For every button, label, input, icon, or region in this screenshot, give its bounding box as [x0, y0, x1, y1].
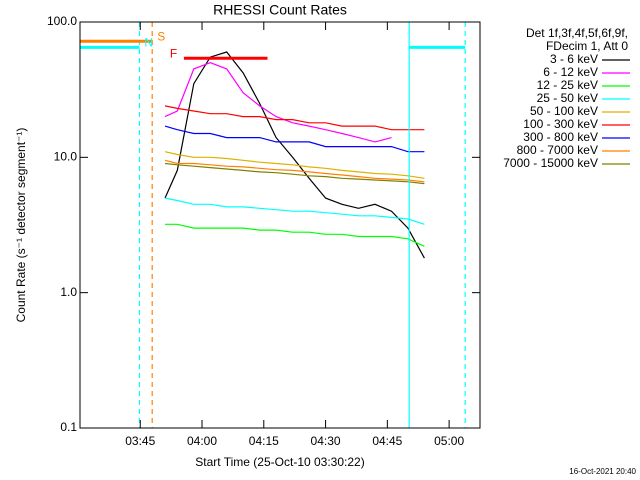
- series-line: [164, 51, 425, 259]
- legend-label: 6 - 12 keV: [543, 65, 598, 79]
- series-line: [164, 197, 425, 225]
- x-tick-label: 04:45: [372, 434, 402, 448]
- legend-header: FDecim 1, Att 0: [546, 39, 628, 53]
- chart-title: RHESSI Count Rates: [213, 2, 347, 18]
- x-tick-label: 03:45: [125, 434, 155, 448]
- flag-label: N: [144, 35, 153, 49]
- legend-label: 25 - 50 keV: [537, 91, 598, 105]
- legend-label: 100 - 300 keV: [523, 117, 598, 131]
- series-line: [164, 151, 425, 179]
- y-tick-label: 10.0: [54, 150, 78, 164]
- x-tick-label: 04:15: [249, 434, 279, 448]
- series-line: [164, 62, 392, 143]
- series-line: [164, 162, 425, 185]
- legend-label: 12 - 25 keV: [537, 78, 598, 92]
- y-axis-label: Count Rate (s⁻¹ detector segment⁻¹): [14, 128, 28, 323]
- flag-label: F: [170, 46, 177, 60]
- flag-label: S: [157, 29, 165, 43]
- series-line: [164, 125, 425, 153]
- x-tick-label: 05:00: [434, 434, 464, 448]
- legend-label: 3 - 6 keV: [550, 52, 598, 66]
- series-line: [164, 159, 425, 183]
- x-tick-label: 04:30: [311, 434, 341, 448]
- y-tick-label: 0.1: [60, 420, 77, 434]
- y-tick-label: 1.0: [60, 285, 77, 299]
- series-line: [165, 223, 425, 247]
- legend-label: 300 - 800 keV: [523, 130, 598, 144]
- legend-label: 7000 - 15000 keV: [503, 156, 598, 170]
- y-tick-label: 100.0: [47, 14, 77, 28]
- x-tick-label: 04:00: [187, 434, 217, 448]
- plot-frame: [79, 21, 481, 429]
- legend-label: 800 - 7000 keV: [517, 143, 598, 157]
- x-axis-label: Start Time (25-Oct-10 03:30:22): [195, 455, 364, 469]
- series-line: [164, 105, 425, 131]
- legend-header: Det 1f,3f,4f,5f,6f,9f,: [526, 26, 628, 40]
- footer: 16-Oct-2021 20:40: [569, 467, 636, 476]
- legend-label: 50 - 100 keV: [530, 104, 598, 118]
